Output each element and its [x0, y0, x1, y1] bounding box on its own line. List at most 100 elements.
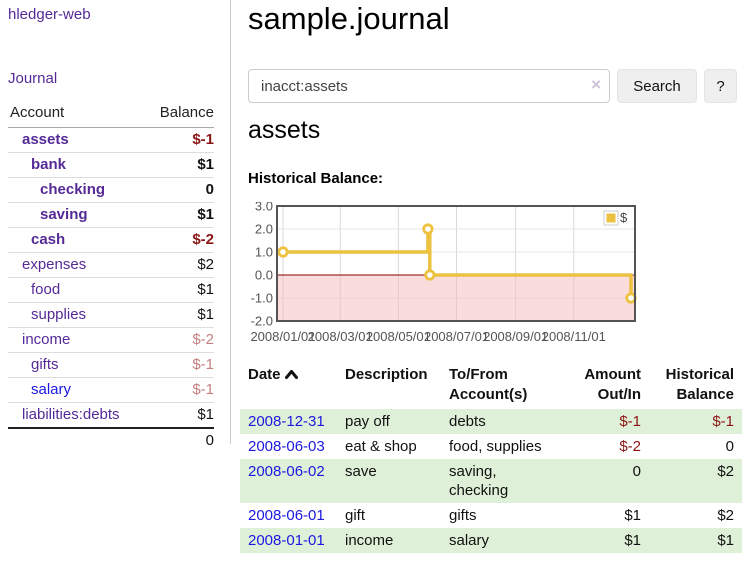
main-content: sample.journal × Search ? assets Histori… — [240, 0, 742, 582]
search-box: × — [248, 69, 610, 103]
transaction-description: save — [345, 463, 377, 480]
accounts-header-account: Account — [10, 104, 65, 121]
account-link[interactable]: bank — [31, 156, 67, 173]
transaction-date-link[interactable]: 2008-06-03 — [248, 438, 325, 455]
sidebar: hledger-web Journal Account Balance asse… — [0, 0, 231, 449]
register-header-date[interactable]: Date — [240, 360, 337, 409]
transaction-amount: $-2 — [619, 438, 641, 455]
account-row: bank $1 — [8, 152, 214, 178]
search-button[interactable]: Search — [617, 69, 697, 103]
svg-text:2008/01/01: 2008/01/01 — [250, 329, 315, 344]
account-heading: assets — [248, 116, 321, 144]
account-balance: $1 — [197, 281, 214, 298]
search-form: × Search ? — [248, 69, 738, 105]
account-row: saving $1 — [8, 202, 214, 228]
svg-text:2.0: 2.0 — [255, 222, 273, 237]
account-link[interactable]: salary — [31, 381, 72, 398]
clear-search-icon[interactable]: × — [591, 75, 601, 94]
register-row: 2008-12-31 pay off debts $-1 $-1 — [240, 409, 742, 434]
account-row: salary $-1 — [8, 377, 214, 403]
register-header-accounts: To/From Account(s) — [449, 366, 528, 403]
transaction-date-link[interactable]: 2008-06-02 — [248, 463, 325, 480]
transaction-description: eat & shop — [345, 438, 417, 455]
transaction-amount: $1 — [624, 532, 641, 549]
historical-balance-chart[interactable]: $3.0 2.0 1.0 0.0 -1.0 -2.0 2008/01/01 2008/03/0… — [248, 199, 642, 348]
accounts-total-spacer — [8, 428, 147, 453]
register-header-description: Description — [345, 366, 428, 383]
svg-text:-2.0: -2.0 — [251, 314, 273, 329]
transaction-balance: $1 — [717, 532, 734, 549]
chart-legend-label: $ — [620, 210, 628, 225]
svg-text:0.0: 0.0 — [255, 268, 273, 283]
account-link[interactable]: cash — [31, 231, 66, 248]
account-balance: $1 — [197, 156, 214, 173]
register-header-balance: Historical Balance — [665, 366, 734, 403]
account-balance: $1 — [197, 306, 214, 323]
transaction-balance: 0 — [725, 438, 734, 455]
svg-text:3.0: 3.0 — [255, 202, 273, 214]
svg-text:-1.0: -1.0 — [251, 291, 273, 306]
account-row: gifts $-1 — [8, 352, 214, 378]
account-balance: $-1 — [192, 381, 214, 398]
transaction-date-link[interactable]: 2008-06-01 — [248, 507, 325, 524]
account-link[interactable]: expenses — [22, 256, 87, 273]
account-balance: 0 — [205, 181, 214, 198]
account-row: liabilities:debts $1 — [8, 402, 214, 429]
svg-text:2008/03/01: 2008/03/01 — [308, 329, 373, 344]
account-row: cash $-2 — [8, 227, 214, 253]
accounts-header-balance: Balance — [159, 104, 214, 121]
transaction-accounts: gifts — [449, 507, 477, 524]
account-balance: $1 — [197, 406, 214, 423]
svg-text:2008/05/01: 2008/05/01 — [366, 329, 431, 344]
balance-chart-svg: $3.0 2.0 1.0 0.0 -1.0 -2.02008/01/012008/03/0… — [250, 199, 637, 344]
transaction-accounts: debts — [449, 413, 486, 430]
transaction-amount: $-1 — [619, 413, 641, 430]
search-input[interactable] — [248, 69, 610, 103]
sidebar-item-journal[interactable]: Journal — [8, 70, 58, 87]
account-link[interactable]: checking — [40, 181, 106, 198]
account-link[interactable]: supplies — [31, 306, 87, 323]
transaction-date-link[interactable]: 2008-12-31 — [248, 413, 325, 430]
account-balance: $1 — [197, 206, 214, 223]
account-link[interactable]: liabilities:debts — [22, 406, 120, 423]
account-row: income $-2 — [8, 327, 214, 353]
page-title: sample.journal — [248, 1, 450, 36]
svg-text:2008/07/01: 2008/07/01 — [424, 329, 489, 344]
accounts-header-row: Account Balance — [8, 100, 214, 128]
transaction-amount: $1 — [624, 507, 641, 524]
account-link[interactable]: gifts — [31, 356, 59, 373]
account-balance: $2 — [197, 256, 214, 273]
account-row: expenses $2 — [8, 252, 214, 278]
register-row: 2008-01-01 income salary $1 $1 — [240, 528, 742, 553]
transaction-balance: $2 — [717, 463, 734, 480]
chart-title: Historical Balance: — [248, 170, 384, 187]
account-row: checking 0 — [8, 177, 214, 203]
account-row: food $1 — [8, 277, 214, 303]
register-row: 2008-06-03 eat & shop food, supplies $-2 0 — [240, 434, 742, 459]
register-header-amount: Amount Out/In — [584, 366, 641, 403]
account-link[interactable]: income — [22, 331, 71, 348]
account-link[interactable]: saving — [40, 206, 88, 223]
transaction-accounts: saving, checking — [449, 463, 509, 499]
transaction-accounts: salary — [449, 532, 490, 549]
account-balance: $-2 — [192, 331, 214, 348]
accounts-total-row: 0 — [8, 428, 214, 453]
account-row: supplies $1 — [8, 302, 214, 328]
svg-text:1.0: 1.0 — [255, 245, 273, 260]
help-button[interactable]: ? — [704, 69, 737, 103]
register-header-row: Date Description To/From Account(s) Amou… — [240, 360, 742, 409]
svg-text:2008/11/01: 2008/11/01 — [542, 329, 606, 344]
accounts-table: Account Balance assets $-1 bank $1 checking 0… — [8, 100, 214, 453]
transaction-description: income — [345, 532, 394, 549]
accounts-total-value: 0 — [205, 432, 214, 449]
account-link[interactable]: food — [31, 281, 61, 298]
transaction-accounts: food, supplies — [449, 438, 542, 455]
register-row: 2008-06-01 gift gifts $1 $2 — [240, 503, 742, 528]
app-title-link[interactable]: hledger-web — [8, 6, 91, 23]
svg-text:2008/09/01: 2008/09/01 — [483, 329, 548, 344]
transaction-date-link[interactable]: 2008-01-01 — [248, 532, 325, 549]
account-balance: $-1 — [192, 356, 214, 373]
register-row: 2008-06-02 save saving, checking 0 $2 — [240, 459, 742, 503]
account-link[interactable]: assets — [22, 131, 69, 148]
